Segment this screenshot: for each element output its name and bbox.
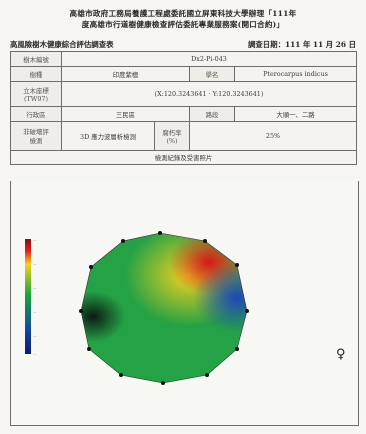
photo-section-header: 檢測紀錄及受害照片 (10, 150, 357, 165)
tomography-image (79, 231, 249, 385)
ndt-method-value: 3D 應力波層析檢測 (61, 121, 155, 151)
species-label: 樹種 (10, 66, 62, 82)
scientific-name-value: Pterocarpus indicus (234, 66, 357, 82)
form-title: 高風險樹木健康綜合評估調查表 (10, 40, 114, 49)
district-label: 行政區 (10, 106, 62, 122)
decay-rate-label-b: (%) (166, 136, 178, 145)
scale-tick-1: — (33, 237, 37, 242)
ndt-label: 非破壞評 檢測 (10, 121, 62, 151)
scale-tick-5: — (33, 333, 37, 338)
scale-tick-6: — (33, 351, 37, 356)
ndt-label-b: 檢測 (29, 137, 43, 145)
tomography-photo: — — — — — — (10, 181, 359, 426)
tree-marker-glyph: ♀ (336, 347, 346, 362)
district-value: 三民區 (61, 106, 190, 122)
tree-info-table: 樹木編號 Dx2-Pi-043 樹種 印度紫檀 學名 Pterocarpus i… (10, 51, 357, 165)
form-title-bar: 高風險樹木健康綜合評估調查表 調查日期：111 年 11 月 26 日 (10, 39, 356, 50)
coordinate-value: (X:120.3243641 · Y:120.3243641) (61, 81, 357, 107)
title-line-1: 高雄市政府工務局養護工程處委託國立屏東科技大學辦理「111年 (69, 9, 297, 18)
road-section-value: 大順一、二路 (234, 106, 357, 122)
scientific-name-label: 學名 (189, 66, 235, 82)
coordinate-label-a: 立木座標 (23, 86, 49, 95)
scale-tick-3: — (33, 285, 37, 290)
species-value: 印度紫檀 (61, 66, 190, 82)
coordinate-label-b: (TW97) (24, 94, 48, 103)
decay-rate-label-a: 腐朽率 (162, 128, 182, 137)
scale-tick-4: — (33, 309, 37, 314)
tree-id-label: 樹木編號 (10, 51, 62, 67)
color-scale-bar (25, 239, 31, 354)
document-title: 高雄市政府工務局養護工程處委託國立屏東科技大學辦理「111年 度高雄市行道樹健康… (10, 8, 356, 30)
tree-id-value: Dx2-Pi-043 (61, 51, 357, 67)
decay-rate-label: 腐朽率 (%) (154, 121, 190, 151)
decay-rate-value: 25% (189, 121, 357, 151)
ndt-label-a: 非破壞評 (23, 128, 49, 136)
scale-tick-2: — (33, 261, 37, 266)
coordinate-label: 立木座標 (TW97) (10, 81, 62, 107)
title-line-2: 度高雄市行道樹健康檢查評估委託專業服務案(開口合約)」 (81, 20, 285, 29)
survey-date: 調查日期：111 年 11 月 26 日 (248, 40, 356, 49)
road-section-label: 路段 (189, 106, 235, 122)
